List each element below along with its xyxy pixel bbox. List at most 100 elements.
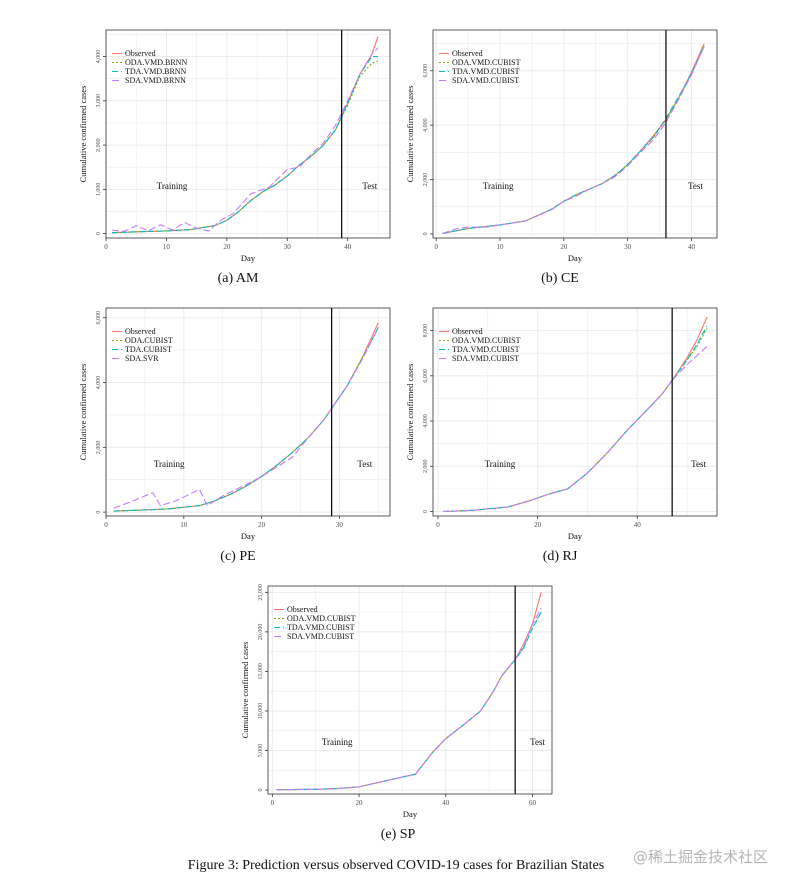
x-tick-label: 40 <box>442 799 450 807</box>
series-line-oda-vmd-cubist <box>442 44 705 234</box>
caption-rj: (d) RJ <box>542 549 578 564</box>
y-tick-label: 3,000 <box>96 94 102 108</box>
series-line-tda-vmd-brnn <box>111 56 378 234</box>
x-tick-label: 30 <box>624 243 632 251</box>
series-line-sda-vmd-cubist <box>276 607 542 791</box>
legend-label: TDA.VMD.BRNN <box>125 67 187 76</box>
y-tick-label: 1,000 <box>96 183 102 197</box>
test-label: Test <box>688 181 703 191</box>
x-tick-label: 10 <box>497 243 505 251</box>
x-tick-label: 20 <box>223 243 231 251</box>
chart-panel-ce: 0 10 20 30 40 0 2,000 4,000 6,000 Day Cumulative c… <box>405 24 721 268</box>
legend-label: Observed <box>452 327 483 336</box>
caption-ce: (b) CE <box>541 271 579 286</box>
x-tick-label: 40 <box>344 243 352 251</box>
series-line-sda-svr <box>113 327 379 509</box>
legend-label: TDA.VMD.CUBIST <box>452 67 520 76</box>
y-tick-label: 20,000 <box>258 624 264 641</box>
x-tick-label: 0 <box>104 243 108 251</box>
test-label: Test <box>362 181 377 191</box>
legend-label: SDA.SVR <box>125 354 159 363</box>
plot-border <box>105 29 391 239</box>
x-tick-label: 20 <box>560 243 568 251</box>
series-line-sda-vmd-cubist <box>442 46 705 234</box>
x-tick-label: 30 <box>284 243 292 251</box>
chart-rj: 0 20 40 0 2,000 4,000 6,000 8,000 Day Cumulative … <box>405 307 718 541</box>
test-label: Test <box>530 737 545 747</box>
legend-label: ODA.VMD.CUBIST <box>452 336 521 345</box>
y-axis-label: Cumulative confirmed cases <box>240 642 250 739</box>
y-tick-label: 2,000 <box>96 441 102 455</box>
gridlines <box>433 30 717 238</box>
legend-label: TDA.CUBIST <box>125 345 172 354</box>
x-tick-label: 0 <box>271 799 275 807</box>
x-tick-label: 30 <box>336 521 344 529</box>
x-tick-label: 20 <box>258 521 266 529</box>
training-label: Training <box>322 737 353 747</box>
y-tick-label: 8,000 <box>423 324 429 338</box>
y-tick-label: 0 <box>96 232 102 235</box>
chart-am: 0 10 20 30 40 0 1,000 2,000 3,000 4,000 Day Cumulat… <box>78 29 391 263</box>
x-axis-label: Day <box>568 253 583 263</box>
y-tick-label: 2,000 <box>423 173 429 187</box>
training-label: Training <box>485 459 516 469</box>
y-axis-label: Cumulative confirmed cases <box>78 364 88 461</box>
y-tick-label: 0 <box>258 789 264 792</box>
chart-ce: 0 10 20 30 40 0 2,000 4,000 6,000 Day Cumulative c… <box>405 29 718 263</box>
x-tick-label: 0 <box>434 243 438 251</box>
y-tick-label: 5,000 <box>258 744 264 758</box>
legend: ObservedODA.VMD.CUBISTTDA.VMD.CUBISTSDA.… <box>274 605 356 641</box>
legend-label: ODA.CUBIST <box>125 336 173 345</box>
chart-panel-am: 0 10 20 30 40 0 1,000 2,000 3,000 4,000 Day Cumulat… <box>78 24 394 268</box>
y-tick-label: 0 <box>423 232 429 235</box>
y-tick-label: 4,000 <box>423 414 429 428</box>
legend-label: SDA.VMD.CUBIST <box>452 354 519 363</box>
x-tick-label: 40 <box>688 243 696 251</box>
x-tick-label: 60 <box>529 799 537 807</box>
y-tick-label: 6,000 <box>423 369 429 383</box>
x-tick-label: 20 <box>356 799 364 807</box>
y-tick-label: 2,000 <box>423 460 429 474</box>
plot-border <box>105 307 391 517</box>
series-line-sda-vmd-brnn <box>111 47 379 232</box>
x-axis-label: Day <box>241 531 256 541</box>
chart-sp: 0 20 40 60 0 5,000 10,000 15,000 20,000 25,000 Day… <box>240 584 553 819</box>
caption-am: (a) AM <box>217 271 259 286</box>
x-tick-label: 40 <box>634 521 642 529</box>
legend-label: ODA.VMD.CUBIST <box>287 614 356 623</box>
legend-label: Observed <box>287 605 318 614</box>
caption-pe: (c) PE <box>220 549 256 564</box>
y-tick-label: 0 <box>423 510 429 513</box>
series-line-sda-vmd-cubist <box>442 345 708 513</box>
y-tick-label: 6,000 <box>96 311 102 325</box>
gridlines <box>268 586 552 794</box>
test-label: Test <box>691 459 706 469</box>
y-axis-label: Cumulative confirmed cases <box>405 86 415 183</box>
y-axis-label: Cumulative confirmed cases <box>405 364 415 461</box>
training-label: Training <box>154 459 185 469</box>
x-tick-label: 20 <box>534 521 542 529</box>
y-tick-label: 4,000 <box>423 118 429 131</box>
legend: ObservedODA.VMD.BRNNTDA.VMD.BRNNSDA.VMD.… <box>112 49 187 85</box>
legend-label: Observed <box>125 49 156 58</box>
y-axis-label: Cumulative confirmed cases <box>78 86 88 183</box>
y-tick-label: 25,000 <box>258 584 264 601</box>
series-line-oda-vmd-brnn <box>111 60 379 234</box>
watermark: @稀土掘金技术社区 <box>632 848 768 866</box>
plot-border <box>432 307 718 517</box>
chart-panel-sp: 0 20 40 60 0 5,000 10,000 15,000 20,000 25,000 Day… <box>240 580 556 824</box>
figure-caption: Figure 3: Prediction versus observed COV… <box>187 858 605 873</box>
chart-panel-rj: 0 20 40 0 2,000 4,000 6,000 8,000 Day Cumulative … <box>405 302 721 546</box>
legend-label: ODA.VMD.BRNN <box>125 58 187 67</box>
x-axis-label: Day <box>568 531 583 541</box>
x-tick-label: 0 <box>436 521 440 529</box>
x-tick-label: 10 <box>180 521 188 529</box>
legend-label: ODA.VMD.CUBIST <box>452 58 521 67</box>
caption-sp: (e) SP <box>380 827 416 842</box>
test-label: Test <box>357 459 372 469</box>
chart-panel-pe: 0 10 20 30 0 2,000 4,000 6,000 Day Cumulative con… <box>78 302 394 546</box>
y-tick-label: 10,000 <box>258 703 264 720</box>
gridlines <box>105 30 390 238</box>
legend: ObservedODA.VMD.CUBISTTDA.VMD.CUBISTSDA.… <box>439 327 521 363</box>
